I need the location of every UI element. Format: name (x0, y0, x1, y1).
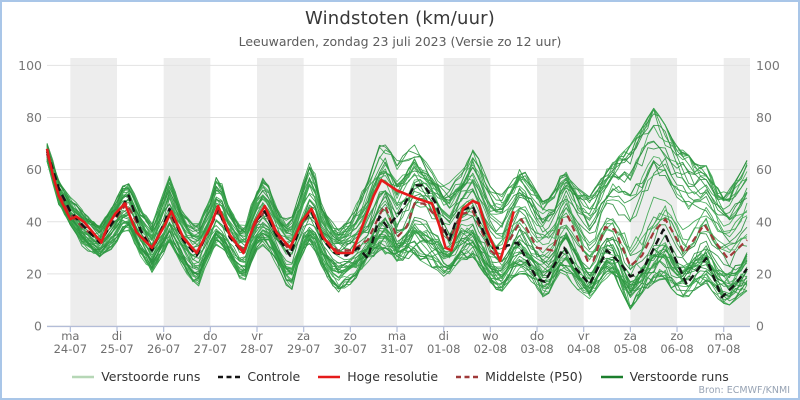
x-axis-day-label: ma 31-07 (380, 329, 413, 356)
x-axis-day-label: do 03-08 (520, 329, 553, 356)
x-axis-day-label: za 29-07 (287, 329, 320, 356)
control-run-line (45, 151, 748, 299)
ensemble-member-line (46, 161, 748, 308)
legend-item-5: Verstoorde runs (600, 369, 729, 384)
chart-title: Windstoten (km/uur) (304, 8, 496, 29)
legend-item-2: Controle (217, 369, 300, 384)
y-axis-label-right: 100 (756, 58, 780, 73)
day-band (257, 58, 304, 326)
y-axis-label-left: 20 (26, 266, 42, 281)
ensemble-member-line (46, 153, 748, 295)
x-axis-day-label: vr 28-07 (240, 329, 273, 356)
ensemble-member-line (46, 141, 748, 251)
chart-subtitle: Leeuwarden, zondag 23 juli 2023 (Versie … (238, 34, 562, 49)
x-axis-day-label: zo 30-07 (334, 329, 367, 356)
y-axis-label-right: 0 (756, 319, 764, 334)
legend-swatch-icon (218, 375, 241, 378)
legend-label: Middelste (P50) (485, 369, 583, 384)
legend-label: Verstoorde runs (629, 369, 729, 384)
ensemble-member-line (46, 160, 748, 310)
x-axis-day-label: wo 02-08 (474, 329, 507, 356)
source-attribution: Bron: ECMWF/KNMI (698, 385, 791, 396)
day-band (70, 58, 117, 326)
x-axis-day-label: zo 06-08 (660, 329, 693, 356)
legend-swatch-icon (456, 375, 479, 378)
hires-line (45, 148, 515, 263)
chart-legend: Verstoorde runs Controle Hoge resolutie Mid… (2, 369, 798, 384)
y-axis-label-right: 20 (756, 266, 772, 281)
legend-label: Verstoorde runs (101, 369, 201, 384)
y-axis-label-left: 80 (26, 110, 42, 125)
x-axis-day-label: ma 07-08 (707, 329, 740, 356)
legend-item-1: Verstoorde runs (71, 369, 200, 384)
x-axis-day-label: di 25-07 (100, 329, 133, 356)
y-axis-label-left: 0 (34, 319, 42, 334)
ensemble-member-line (46, 107, 748, 237)
legend-swatch-icon (72, 375, 95, 378)
x-axis-day-label: ma 24-07 (54, 329, 87, 356)
legend-swatch-icon (318, 375, 341, 378)
ensemble-member-line (46, 154, 748, 298)
ensemble-member-line (46, 108, 748, 242)
y-axis-label-left: 100 (18, 58, 42, 73)
x-axis-day-label: wo 26-07 (147, 329, 180, 356)
legend-label: Controle (247, 369, 301, 384)
ensemble-member-line (46, 150, 748, 257)
x-axis-day-label: di 01-08 (427, 329, 460, 356)
legend-swatch-icon (600, 375, 623, 378)
x-axis-day-label: za 05-08 (614, 329, 647, 356)
legend-label: Hoge resolutie (347, 369, 439, 384)
ensemble-member-line (46, 156, 748, 302)
y-axis-label-left: 60 (26, 162, 42, 177)
ensemble-member-line (46, 125, 748, 236)
ensemble-member-line (46, 155, 748, 289)
y-axis-label-left: 40 (26, 214, 42, 229)
y-axis-label-right: 80 (756, 110, 772, 125)
y-axis-label-right: 60 (756, 162, 772, 177)
legend-item-3: Hoge resolutie (317, 369, 438, 384)
legend-item-4: Middelste (P50) (455, 369, 583, 384)
y-axis-label-right: 40 (756, 214, 772, 229)
x-axis-day-label: vr 04-08 (567, 329, 600, 356)
x-axis-day-label: do 27-07 (194, 329, 227, 356)
